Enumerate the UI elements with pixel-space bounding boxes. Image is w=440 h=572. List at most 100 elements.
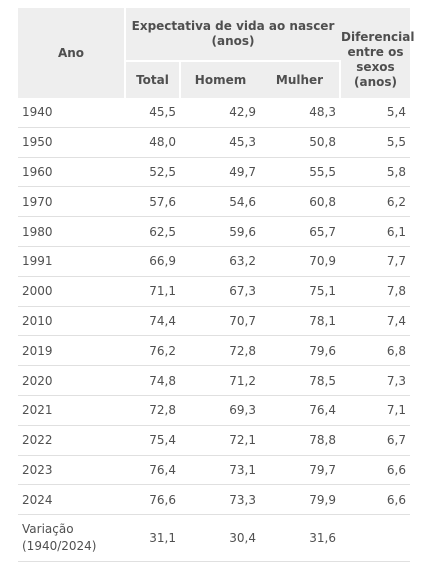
cell-ano: 2000: [18, 276, 125, 307]
cell-homem: 45,3: [180, 127, 260, 158]
header-mulher: Mulher: [260, 61, 341, 98]
cell-diferencial: 5,4: [340, 98, 410, 128]
table-row: 1970 57,6 54,6 60,8 6,2: [18, 186, 410, 218]
table-row: 1960 52,5 49,7 55,5 5,8: [18, 157, 410, 188]
cell-total: 72,8: [125, 395, 180, 426]
cell-diferencial: 5,5: [340, 127, 410, 158]
header-homem: Homem: [180, 61, 260, 98]
header-expectativa-group: Expectativa de vida ao nascer (anos): [125, 8, 340, 62]
header-total: Total: [125, 61, 181, 98]
cell-diferencial: 6,8: [340, 335, 410, 367]
cell-mulher: 70,9: [260, 246, 340, 277]
table-row: 2022 75,4 72,1 78,8 6,7: [18, 425, 410, 456]
cell-homem: 73,1: [180, 455, 260, 486]
cell-homem: 67,3: [180, 276, 260, 307]
cell-homem: 30,4: [180, 514, 260, 563]
cell-diferencial: 5,8: [340, 157, 410, 188]
cell-mulher: 60,8: [260, 186, 340, 218]
header-ano: Ano: [18, 8, 126, 98]
cell-ano: Variação (1940/2024): [18, 514, 125, 563]
cell-mulher: 78,8: [260, 425, 340, 456]
cell-total: 62,5: [125, 216, 180, 247]
cell-homem: 69,3: [180, 395, 260, 426]
table-row: 2021 72,8 69,3 76,4 7,1: [18, 395, 410, 426]
cell-diferencial: 7,3: [340, 365, 410, 396]
header-diferencial: Diferencial entre os sexos (anos): [340, 8, 414, 98]
cell-diferencial: [340, 514, 410, 563]
cell-ano: 1960: [18, 157, 125, 188]
cell-total: 74,8: [125, 365, 180, 396]
cell-total: 31,1: [125, 514, 180, 563]
cell-mulher: 50,8: [260, 127, 340, 158]
cell-diferencial: 7,7: [340, 246, 410, 277]
cell-ano: 1970: [18, 186, 125, 218]
cell-total: 76,6: [125, 484, 180, 516]
table-row: 2019 76,2 72,8 79,6 6,8: [18, 335, 410, 367]
cell-diferencial: 6,7: [340, 425, 410, 456]
cell-mulher: 79,6: [260, 335, 340, 367]
cell-mulher: 79,9: [260, 484, 340, 516]
life-expectancy-table: Ano Expectativa de vida ao nascer (anos)…: [18, 8, 414, 563]
cell-diferencial: 6,6: [340, 484, 410, 516]
table-row-variacao: Variação (1940/2024) 31,1 30,4 31,6: [18, 514, 410, 563]
cell-ano: 1940: [18, 98, 125, 128]
cell-homem: 70,7: [180, 306, 260, 337]
cell-mulher: 78,5: [260, 365, 340, 396]
cell-homem: 54,6: [180, 186, 260, 218]
cell-total: 75,4: [125, 425, 180, 456]
cell-total: 74,4: [125, 306, 180, 337]
cell-ano: 1991: [18, 246, 125, 277]
cell-ano: 2024: [18, 484, 125, 516]
table-row: 2000 71,1 67,3 75,1 7,8: [18, 276, 410, 307]
life-expectancy-table-container: Ano Expectativa de vida ao nascer (anos)…: [18, 8, 414, 563]
cell-diferencial: 7,8: [340, 276, 410, 307]
cell-total: 45,5: [125, 98, 180, 128]
cell-diferencial: 6,1: [340, 216, 410, 247]
cell-diferencial: 7,1: [340, 395, 410, 426]
cell-diferencial: 6,6: [340, 455, 410, 486]
cell-ano: 2023: [18, 455, 125, 486]
table-row: 2020 74,8 71,2 78,5 7,3: [18, 365, 410, 396]
cell-mulher: 76,4: [260, 395, 340, 426]
cell-mulher: 79,7: [260, 455, 340, 486]
table-header: Ano Expectativa de vida ao nascer (anos)…: [18, 8, 414, 98]
cell-ano: 2021: [18, 395, 125, 426]
table-row: 2010 74,4 70,7 78,1 7,4: [18, 306, 410, 337]
cell-mulher: 78,1: [260, 306, 340, 337]
cell-total: 57,6: [125, 186, 180, 218]
table-body: 1940 45,5 42,9 48,3 5,4 1950 48,0 45,3 5…: [18, 98, 410, 563]
table-row: 2024 76,6 73,3 79,9 6,6: [18, 484, 410, 516]
cell-ano: 2022: [18, 425, 125, 456]
cell-ano: 1950: [18, 127, 125, 158]
cell-total: 52,5: [125, 157, 180, 188]
cell-homem: 59,6: [180, 216, 260, 247]
table-row: 1980 62,5 59,6 65,7 6,1: [18, 216, 410, 247]
cell-ano: 1980: [18, 216, 125, 247]
cell-mulher: 48,3: [260, 98, 340, 128]
cell-mulher: 75,1: [260, 276, 340, 307]
cell-homem: 49,7: [180, 157, 260, 188]
cell-homem: 71,2: [180, 365, 260, 396]
cell-mulher: 55,5: [260, 157, 340, 188]
cell-diferencial: 7,4: [340, 306, 410, 337]
cell-homem: 72,1: [180, 425, 260, 456]
cell-mulher: 31,6: [260, 514, 340, 563]
cell-ano: 2020: [18, 365, 125, 396]
cell-total: 76,2: [125, 335, 180, 367]
table-row: 1940 45,5 42,9 48,3 5,4: [18, 98, 410, 128]
cell-homem: 72,8: [180, 335, 260, 367]
cell-homem: 63,2: [180, 246, 260, 277]
cell-total: 76,4: [125, 455, 180, 486]
table-row: 2023 76,4 73,1 79,7 6,6: [18, 455, 410, 486]
cell-homem: 42,9: [180, 98, 260, 128]
cell-total: 48,0: [125, 127, 180, 158]
cell-diferencial: 6,2: [340, 186, 410, 218]
table-row: 1950 48,0 45,3 50,8 5,5: [18, 127, 410, 158]
cell-ano: 2010: [18, 306, 125, 337]
cell-mulher: 65,7: [260, 216, 340, 247]
cell-ano: 2019: [18, 335, 125, 367]
cell-total: 66,9: [125, 246, 180, 277]
cell-total: 71,1: [125, 276, 180, 307]
cell-homem: 73,3: [180, 484, 260, 516]
table-row: 1991 66,9 63,2 70,9 7,7: [18, 246, 410, 277]
